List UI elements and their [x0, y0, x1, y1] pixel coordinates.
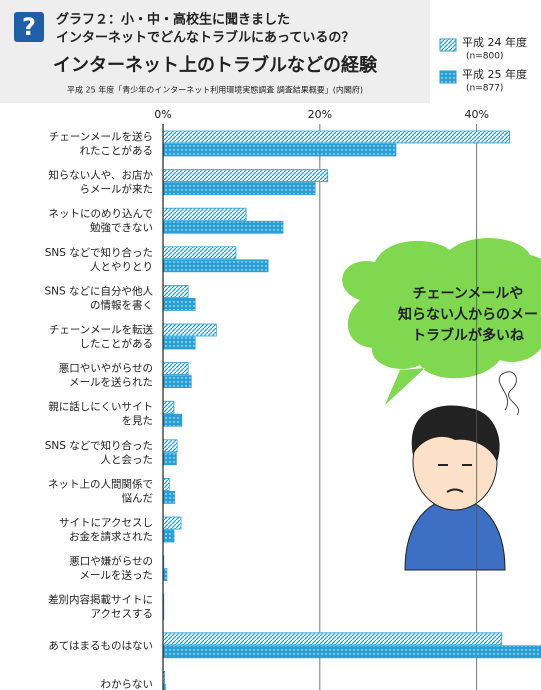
header-line: グラフ２：小・中・高校生に聞きました — [56, 12, 290, 28]
bar — [162, 297, 196, 311]
bar — [162, 452, 177, 466]
y-tick-label: 差別内容掲載サイトにアクセスする — [48, 593, 153, 620]
bar — [162, 130, 511, 144]
bar — [162, 220, 284, 234]
bar — [162, 246, 237, 260]
y-tick-label: SNS などで知り合った人とやりとり — [45, 246, 153, 273]
y-tick-label: チェーンメールを転送したことがある — [49, 323, 154, 350]
plot: 0% 20% 40% チェーンメールを送られたことがある知らない人や、お店からメールが… — [44, 35, 541, 690]
bar — [162, 259, 269, 273]
legend-note: (n=877) — [466, 84, 503, 94]
y-tick-label: あてはまるものはない — [48, 640, 153, 652]
x-tick-label: 40% — [464, 108, 488, 121]
bar — [162, 336, 196, 350]
bar — [162, 684, 166, 690]
source: 平成 25 年度「青少年のインターネット利用環境実態調査 調査結果概要」(内閣府… — [67, 85, 363, 95]
legend-swatch — [439, 70, 457, 84]
bar — [162, 490, 176, 504]
speech-bubble — [342, 238, 541, 405]
bubble-text: 知らない人からのメー — [398, 306, 538, 323]
chart-title: インターネット上のトラブルなどの経験 — [53, 54, 378, 76]
y-tick-label: ネットにのめり込んで勉強できない — [49, 208, 153, 234]
y-tick-label: ネット上の人間関係で悩んだ — [48, 478, 153, 504]
header-bg — [0, 0, 430, 103]
bar — [162, 645, 541, 659]
y-tick-label: SNS などに自分や他人の情報を書く — [44, 284, 153, 311]
y-tick-label: 親に話しにくいサイトを見た — [48, 400, 153, 427]
bar — [162, 284, 189, 298]
bubble-text: トラブルが多いね — [412, 327, 524, 344]
bar — [162, 632, 503, 646]
legend-note: (n=800) — [466, 52, 503, 62]
bar — [162, 323, 217, 337]
y-tick-label: 悪口や嫌がらせのメールを送った — [69, 555, 153, 582]
y-tick-label: SNS などで知り合った人と会った — [45, 439, 153, 466]
y-tick-label: 悪口やいやがらせのメールを送られた — [59, 362, 153, 389]
y-tick-label: サイトにアクセスしお金を請求された — [59, 517, 153, 543]
bar — [162, 362, 189, 376]
x-tick-label: 0% — [154, 108, 171, 121]
worry-scribble — [498, 371, 520, 416]
boy-hair — [411, 405, 500, 462]
y-tick-label: 知らない人や、お店からメールが来た — [48, 169, 153, 196]
bar — [162, 207, 247, 221]
bar — [162, 477, 170, 491]
bar — [162, 182, 316, 196]
header-line: インターネットでどんなトラブルにあっているの？ — [56, 30, 354, 46]
y-tick-label: わからない — [101, 678, 154, 690]
bar — [162, 413, 183, 427]
legend-label: 平成 25 年度 — [462, 67, 527, 81]
bar — [162, 516, 182, 530]
bar — [162, 143, 397, 157]
bar — [162, 400, 175, 414]
bar — [162, 375, 192, 389]
mouth — [446, 488, 464, 493]
bubble-text: チェーンメールや — [413, 286, 524, 302]
bar — [162, 169, 329, 183]
question-icon — [14, 12, 44, 42]
bar — [162, 439, 178, 453]
x-tick-label: 20% — [308, 108, 332, 121]
question-mark: ? — [22, 13, 36, 41]
legend-swatch — [439, 38, 457, 52]
bar — [162, 529, 175, 543]
legend-label: 平成 24 年度 — [462, 35, 527, 49]
y-tick-label: チェーンメールを送られたことがある — [49, 130, 153, 157]
